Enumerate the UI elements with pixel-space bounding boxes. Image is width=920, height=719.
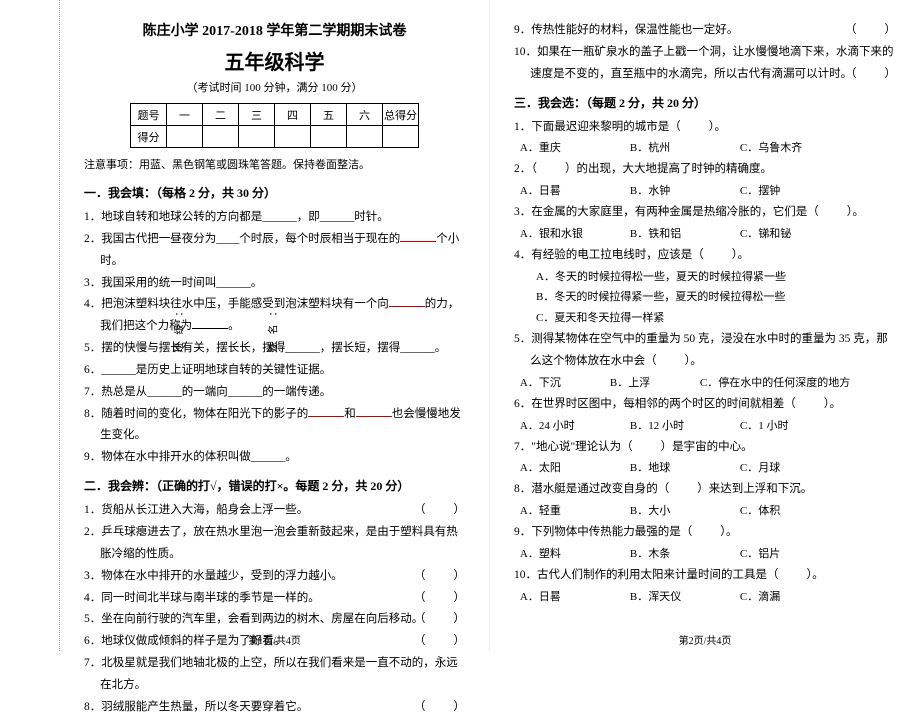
q-item: 9．物体在水中排开水的体积叫做______。 <box>84 447 465 469</box>
q-item: 2．（）的出现，大大地提高了时钟的精确度。 A．日晷B．水钟C．摆钟 <box>514 159 896 202</box>
section1-list: 1．地球自转和地球公转的方向都是______，即______时针。 2．我国古代… <box>84 207 465 469</box>
section3-title: 三．我会选：（每题 2 分，共 20 分） <box>514 94 896 111</box>
q-item: 8．潜水艇是通过改变自身的（）来达到上浮和下沉。 A．轻重B．大小C．体积 <box>514 479 896 522</box>
q-item: 7．北极星就是我们地轴北极的上空，所以在我们看来是一直不动的，永远在北方。 <box>84 653 465 697</box>
q-item: 5．摆的快慢与摆长有关，摆长长，摆得______，摆长短，摆得______。 <box>84 338 465 360</box>
section1-title: 一．我会填：（每格 2 分，共 30 分） <box>84 184 465 201</box>
q-item: 3．物体在水中排开的水量越少，受到的浮力越小。（） <box>84 566 465 588</box>
score-th1: 一 <box>167 104 203 126</box>
binding-margin: 姓名： 班级： 密 封 线 内 不 要 答 题 学号： <box>0 0 60 651</box>
q-item: 4．把泡沫塑料块往水中压，手能感受到泡沫塑料块有一个向的力，我们把这个力称为。 <box>84 294 465 338</box>
q-item: 3．在金属的大家庭里，有两种金属是热缩冷胀的，它们是（）。 A．银和水银B．铁和… <box>514 202 896 245</box>
q-item: 2．我国古代把一昼夜分为____个时辰，每个时辰相当于现在的个小时。 <box>84 229 465 273</box>
table-row: 得分 <box>131 126 419 148</box>
exam-note: 注意事项：用蓝、黑色钢笔或圆珠笔答题。保持卷面整洁。 <box>84 156 465 172</box>
q-item: 2．乒乓球瘪进去了，放在热水里泡一泡会重新鼓起来，是由于塑料具有热胀冷缩的性质。 <box>84 522 465 566</box>
table-row: 题号 一 二 三 四 五 六 总得分 <box>131 104 419 126</box>
page-footer-right: 第2页/共4页 <box>490 632 920 647</box>
q-item: 7．"地心说"理论认为（）是宇宙的中心。 A．太阳B．地球C．月球 <box>514 437 896 480</box>
score-th2: 二 <box>203 104 239 126</box>
score-th3: 三 <box>239 104 275 126</box>
q-item: 10．古代人们制作的利用太阳来计量时间的工具是（）。 A．日晷B．浑天仪C．滴漏 <box>514 565 896 608</box>
q-item: 1．下面最迟迎来黎明的城市是（）。 A．重庆B．杭州C．乌鲁木齐 <box>514 117 896 160</box>
score-th7: 总得分 <box>383 104 419 126</box>
title-subject: 五年级科学 <box>84 46 465 75</box>
section2-list-cont: 9．传热性能好的材料，保温性能也一定好。（） 10．如果在一瓶矿泉水的盖子上戳一… <box>514 20 896 86</box>
q-item: 4．同一时间北半球与南半球的季节是一样的。（） <box>84 588 465 610</box>
q-item: 9．传热性能好的材料，保温性能也一定好。（） <box>514 20 896 42</box>
page-2: 9．传热性能好的材料，保温性能也一定好。（） 10．如果在一瓶矿泉水的盖子上戳一… <box>490 0 920 651</box>
q-item: 5．坐在向前行驶的汽车里，会看到两边的树木、房屋在向后移动。（） <box>84 609 465 631</box>
score-th0: 题号 <box>131 104 167 126</box>
q-item: 3．我国采用的统一时间叫______。 <box>84 273 465 295</box>
q-item: 8．羽绒服能产生热量，所以冬天要穿着它。（） <box>84 697 465 719</box>
section2-list: 1．货船从长江进入大海，船身会上浮一些。（） 2．乒乓球瘪进去了，放在热水里泡一… <box>84 500 465 718</box>
exam-info: （考试时间 100 分钟，满分 100 分） <box>84 79 465 95</box>
q-item: 1．地球自转和地球公转的方向都是______，即______时针。 <box>84 207 465 229</box>
q-item: 7．热总是从______的一端向______的一端传递。 <box>84 382 465 404</box>
score-th4: 四 <box>275 104 311 126</box>
score-th6: 六 <box>347 104 383 126</box>
score-table: 题号 一 二 三 四 五 六 总得分 得分 <box>130 103 419 148</box>
q-item: 6．______是历史上证明地球自转的关键性证据。 <box>84 360 465 382</box>
page-spread: 陈庄小学 2017-2018 学年第二学期期末试卷 五年级科学 （考试时间 10… <box>60 0 920 651</box>
q-item: 1．货船从长江进入大海，船身会上浮一些。（） <box>84 500 465 522</box>
q-item: 10．如果在一瓶矿泉水的盖子上戳一个洞，让水慢慢地滴下来，水滴下来的速度是不变的… <box>514 42 896 86</box>
section2-title: 二．我会辨：（正确的打√，错误的打×。每题 2 分，共 20 分） <box>84 477 465 494</box>
section3-list: 1．下面最迟迎来黎明的城市是（）。 A．重庆B．杭州C．乌鲁木齐 2．（）的出现… <box>514 117 896 608</box>
page-1: 陈庄小学 2017-2018 学年第二学期期末试卷 五年级科学 （考试时间 10… <box>60 0 490 651</box>
q-item: 9．下列物体中传热能力最强的是（）。 A．塑料B．木条C．铝片 <box>514 522 896 565</box>
q-item: 4．有经验的电工拉电线时，应该是（）。 A．冬天的时候拉得松一些，夏天的时候拉得… <box>514 245 896 330</box>
score-th5: 五 <box>311 104 347 126</box>
q-item: 8．随着时间的变化，物体在阳光下的影子的和也会慢慢地发生变化。 <box>84 404 465 448</box>
page-footer-left: 第1页/共4页 <box>60 632 489 647</box>
q-item: 5．测得某物体在空气中的重量为 50 克，浸没在水中时的重量为 35 克，那么这… <box>514 329 896 394</box>
score-row2-label: 得分 <box>131 126 167 148</box>
q-item: 6．在世界时区图中，每相邻的两个时区的时间就相差（）。 A．24 小时B．12 … <box>514 394 896 437</box>
title-main: 陈庄小学 2017-2018 学年第二学期期末试卷 <box>84 20 465 40</box>
